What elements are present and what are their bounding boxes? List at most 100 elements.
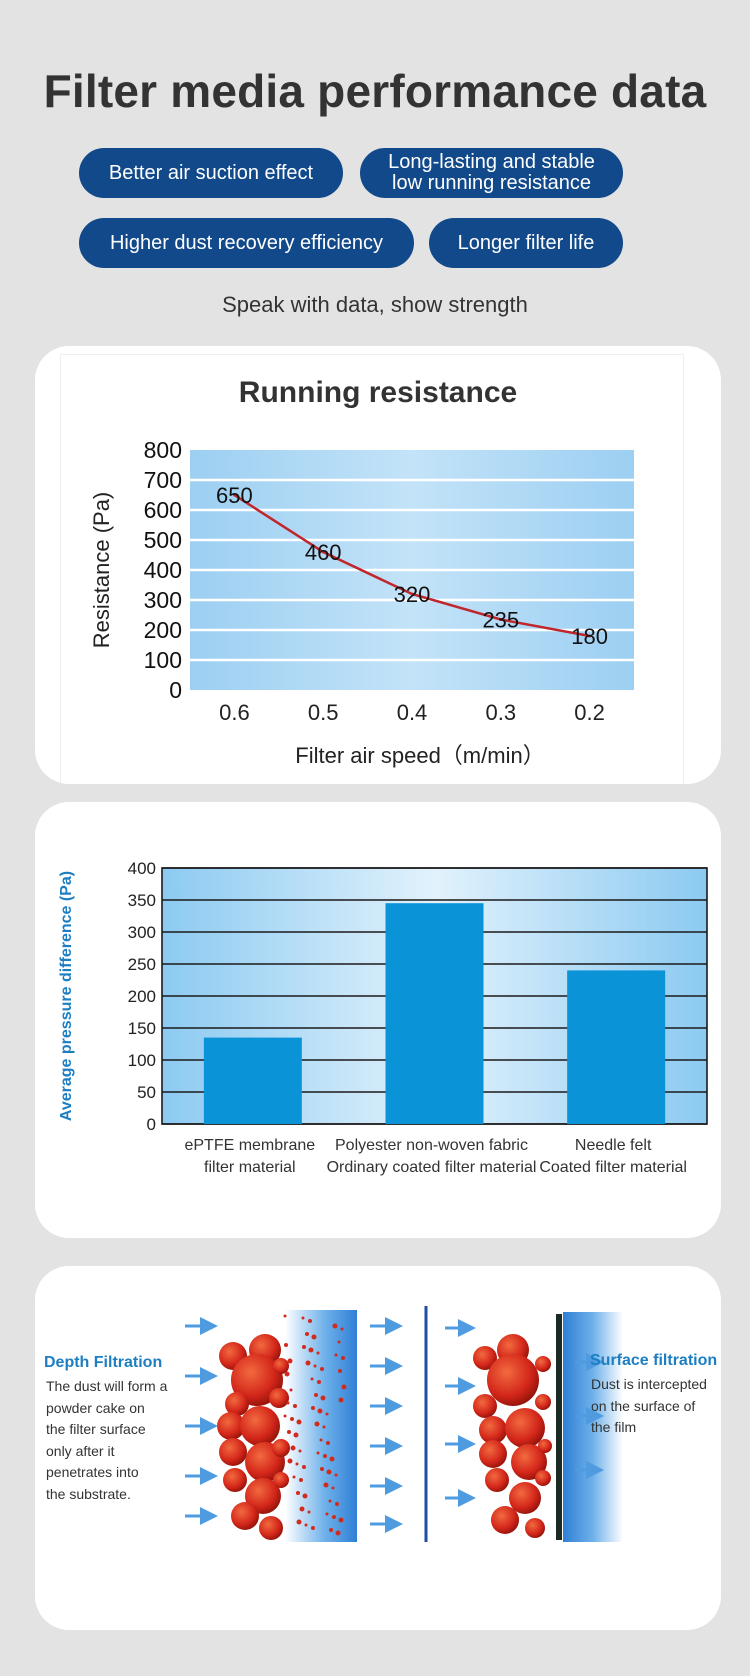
depth-filter-media (285, 1310, 357, 1542)
feature-pill-filter-life: Longer filter life (429, 218, 623, 268)
fine-dust (331, 1486, 335, 1490)
dust-particle (525, 1518, 545, 1538)
fine-dust (286, 1401, 290, 1405)
x-tick-label: 0.4 (397, 700, 428, 725)
bar (203, 1037, 302, 1124)
fine-dust (308, 1347, 314, 1353)
y-tick-label: 350 (128, 891, 156, 910)
data-label: 460 (305, 540, 342, 565)
fine-dust (301, 1316, 305, 1320)
x-tick-label: Ordinary coated filter material (327, 1159, 537, 1176)
fine-dust (293, 1432, 299, 1438)
y-tick-label: 0 (147, 1115, 156, 1134)
fine-dust (304, 1523, 308, 1527)
dust-particle (487, 1354, 539, 1406)
running-resistance-chart: 0 100 200 300 400 500 600 700 800 0.6 0.5 0.4 0.3 0.2… (89, 437, 634, 725)
y-tick-label: 200 (144, 617, 182, 643)
y-tick-label: 0 (169, 677, 182, 703)
y-axis-label: Resistance (Pa) (89, 492, 114, 649)
y-tick-label: 600 (144, 497, 182, 523)
x-tick-label: 0.3 (486, 700, 517, 725)
filtration-card: Depth Filtration The dust will form a po… (35, 1266, 721, 1630)
dust-particle (535, 1394, 551, 1410)
fine-dust (320, 1467, 324, 1471)
depth-filtration-title: Depth Filtration (44, 1354, 163, 1371)
data-label: 320 (394, 582, 431, 607)
x-tick-label: 0.6 (219, 700, 250, 725)
fine-dust (287, 1458, 293, 1464)
fine-dust (326, 1441, 330, 1445)
fine-dust (311, 1526, 315, 1530)
pill-label: Better air suction effect (108, 161, 314, 184)
fine-dust (328, 1499, 332, 1503)
data-label: 650 (216, 483, 253, 508)
dust-particle (505, 1408, 545, 1448)
feature-pill-air-suction: Better air suction effect (79, 148, 343, 198)
data-label: 180 (571, 624, 608, 649)
fine-dust (302, 1345, 306, 1349)
dust-particle (231, 1354, 283, 1406)
pressure-difference-chart: 0 50 100 150 200 250 300 350 400 ePTFE membrane fi… (58, 859, 708, 1176)
dust-particle (273, 1472, 289, 1488)
y-tick-label: 400 (128, 859, 156, 878)
fine-dust (320, 1395, 326, 1401)
y-tick-label: 200 (128, 987, 156, 1006)
dust-particle (269, 1388, 289, 1408)
dust-particle (511, 1444, 547, 1480)
fine-dust (287, 1358, 293, 1364)
fine-dust (283, 1414, 287, 1418)
description-line: powder cake on (46, 1399, 145, 1416)
x-tick-label: 0.2 (574, 700, 605, 725)
dust-particle (245, 1478, 281, 1514)
fine-dust (338, 1517, 344, 1523)
fine-dust (284, 1371, 290, 1377)
fine-dust (308, 1319, 312, 1323)
fine-dust (338, 1397, 344, 1403)
dust-particle (259, 1516, 283, 1540)
fine-dust (323, 1454, 327, 1458)
data-point (499, 618, 503, 621)
fine-dust (283, 1314, 287, 1318)
fine-dust (326, 1469, 332, 1475)
description-line: the substrate. (46, 1485, 131, 1502)
x-axis-label: Filter air speed（m/min） (295, 743, 545, 768)
data-point (588, 634, 592, 638)
x-tick-label: 0.5 (308, 700, 339, 725)
fine-dust (329, 1528, 333, 1532)
pill-label-line1: Long-lasting and stable (388, 151, 595, 173)
description-line: the filter surface (46, 1421, 146, 1437)
bar (567, 970, 666, 1124)
dust-particle (473, 1394, 497, 1418)
pill-label-line2: low running resistance (392, 172, 591, 194)
fine-dust (302, 1465, 306, 1469)
dust-particle (217, 1412, 245, 1440)
fine-dust (341, 1384, 347, 1390)
dust-particle (219, 1438, 247, 1466)
surface-filtration-description: Dust is intercepted on the surface of th… (591, 1374, 707, 1439)
fine-dust (302, 1493, 308, 1499)
fine-dust (314, 1421, 320, 1427)
y-tick-label: 300 (128, 923, 156, 942)
fine-dust (341, 1356, 345, 1360)
fine-dust (323, 1482, 329, 1488)
fine-dust (296, 1419, 302, 1425)
dust-particle (473, 1346, 497, 1370)
fine-dust (340, 1327, 344, 1331)
fine-dust (332, 1323, 338, 1329)
y-tick-label: 800 (144, 437, 182, 463)
fine-dust (334, 1473, 338, 1477)
description-line: penetrates into (46, 1464, 139, 1480)
fine-dust (310, 1377, 314, 1381)
fine-dust (332, 1515, 336, 1519)
surface-membrane (556, 1314, 562, 1540)
y-tick-label: 700 (144, 467, 182, 493)
fine-dust (335, 1530, 341, 1536)
fine-dust (334, 1353, 338, 1357)
y-tick-label: 250 (128, 955, 156, 974)
fine-dust (305, 1360, 311, 1366)
y-tick-label: 400 (144, 557, 182, 583)
dust-particle (223, 1468, 247, 1492)
y-tick-label: 100 (144, 647, 182, 673)
surface-filtration-title: Surface filtration (590, 1352, 718, 1369)
data-point (321, 550, 325, 554)
